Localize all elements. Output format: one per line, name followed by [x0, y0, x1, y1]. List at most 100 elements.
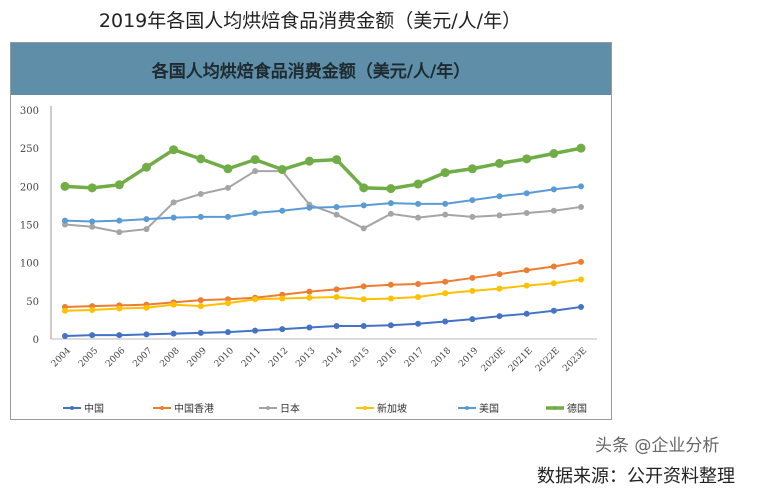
- data-point: [442, 318, 449, 325]
- data-point: [304, 156, 314, 166]
- data-point: [224, 300, 231, 307]
- source-note: 数据来源：公开资料整理: [537, 466, 735, 487]
- data-point: [141, 162, 151, 172]
- data-point: [360, 225, 367, 232]
- data-point: [495, 158, 505, 168]
- data-point: [169, 145, 179, 155]
- legend-label: 新加坡: [377, 402, 407, 415]
- legend-label: 日本: [280, 402, 300, 415]
- data-point: [550, 307, 557, 314]
- data-point: [116, 305, 123, 312]
- series-line: [64, 185, 582, 223]
- legend-label: 中国香港: [174, 402, 214, 415]
- data-point: [279, 207, 286, 214]
- data-point: [116, 229, 123, 236]
- data-point: [252, 210, 259, 217]
- legend-marker: [465, 406, 469, 410]
- x-tick-label: 2006: [104, 346, 127, 369]
- data-point: [197, 303, 204, 310]
- data-point: [306, 204, 313, 211]
- x-tick-label: 2005: [77, 346, 100, 369]
- data-point: [89, 218, 96, 225]
- data-point: [578, 276, 584, 283]
- data-point: [170, 199, 177, 206]
- data-point: [333, 286, 340, 293]
- data-point: [359, 183, 369, 193]
- x-tick-label: 2009: [186, 346, 209, 369]
- x-tick-label: 2015: [349, 346, 372, 369]
- data-point: [250, 155, 260, 165]
- data-point: [496, 285, 503, 292]
- y-tick-label: 50: [26, 297, 39, 308]
- data-point: [89, 223, 96, 230]
- y-tick-label: 150: [20, 221, 39, 232]
- data-point: [469, 287, 476, 294]
- legend-label: 美国: [479, 402, 499, 415]
- data-point: [469, 197, 476, 204]
- data-point: [442, 278, 449, 285]
- legend-label: 中国: [84, 402, 104, 415]
- legend-marker: [363, 406, 367, 410]
- data-point: [279, 326, 286, 333]
- data-point: [496, 193, 503, 200]
- data-point: [550, 207, 557, 214]
- data-point: [496, 313, 503, 320]
- data-point: [306, 324, 313, 331]
- data-point: [62, 307, 68, 314]
- data-point: [386, 184, 396, 194]
- data-point: [523, 190, 530, 197]
- data-point: [116, 332, 123, 339]
- data-point: [523, 210, 530, 217]
- data-point: [550, 186, 557, 193]
- data-point: [114, 180, 124, 190]
- data-point: [252, 168, 259, 175]
- y-tick-label: 200: [20, 182, 39, 193]
- data-point: [197, 190, 204, 197]
- data-point: [224, 184, 231, 191]
- data-point: [415, 200, 422, 207]
- data-point: [62, 217, 68, 224]
- x-tick-label: 2016: [376, 346, 399, 369]
- data-point: [197, 329, 204, 336]
- y-tick-label: 0: [33, 335, 39, 346]
- data-point: [550, 280, 557, 287]
- data-point: [360, 323, 367, 330]
- x-tick-label: 2011: [240, 346, 263, 369]
- x-tick-label: 2004: [50, 346, 73, 369]
- data-point: [415, 294, 422, 301]
- series-line: [64, 170, 582, 234]
- legend-marker: [553, 406, 557, 410]
- data-point: [578, 183, 584, 190]
- data-point: [578, 303, 584, 310]
- chart-title: 各国人均烘焙食品消费金额（美元/人/年）: [11, 43, 611, 95]
- data-point: [306, 294, 313, 301]
- data-point: [549, 149, 559, 159]
- series-line: [64, 278, 582, 312]
- data-point: [60, 181, 70, 191]
- data-point: [360, 202, 367, 209]
- data-point: [469, 213, 476, 220]
- data-point: [442, 211, 449, 218]
- series-line: [64, 260, 582, 308]
- x-tick-label: 2008: [158, 346, 181, 369]
- chart-container: 各国人均烘焙食品消费金额（美元/人/年） 0 50 100 150 200 250 300 2…: [10, 42, 612, 420]
- x-tick-label: 2022E: [534, 346, 562, 374]
- data-point: [387, 210, 394, 217]
- x-tick-label: 2007: [131, 346, 154, 369]
- data-point: [279, 295, 286, 302]
- data-point: [440, 168, 450, 178]
- data-point: [333, 294, 340, 301]
- legend-marker: [70, 406, 74, 410]
- watermark: 头条 @企业分析: [595, 436, 720, 456]
- x-tick-label: 2018: [430, 346, 453, 369]
- data-point: [116, 217, 123, 224]
- data-point: [523, 282, 530, 289]
- x-tick-label: 2021E: [507, 346, 535, 374]
- data-point: [523, 267, 530, 274]
- data-point: [578, 258, 584, 265]
- data-point: [442, 290, 449, 297]
- data-point: [387, 322, 394, 329]
- data-point: [496, 271, 503, 278]
- page-title: 2019年各国人均烘焙食品消费金额（美元/人/年）: [98, 10, 522, 32]
